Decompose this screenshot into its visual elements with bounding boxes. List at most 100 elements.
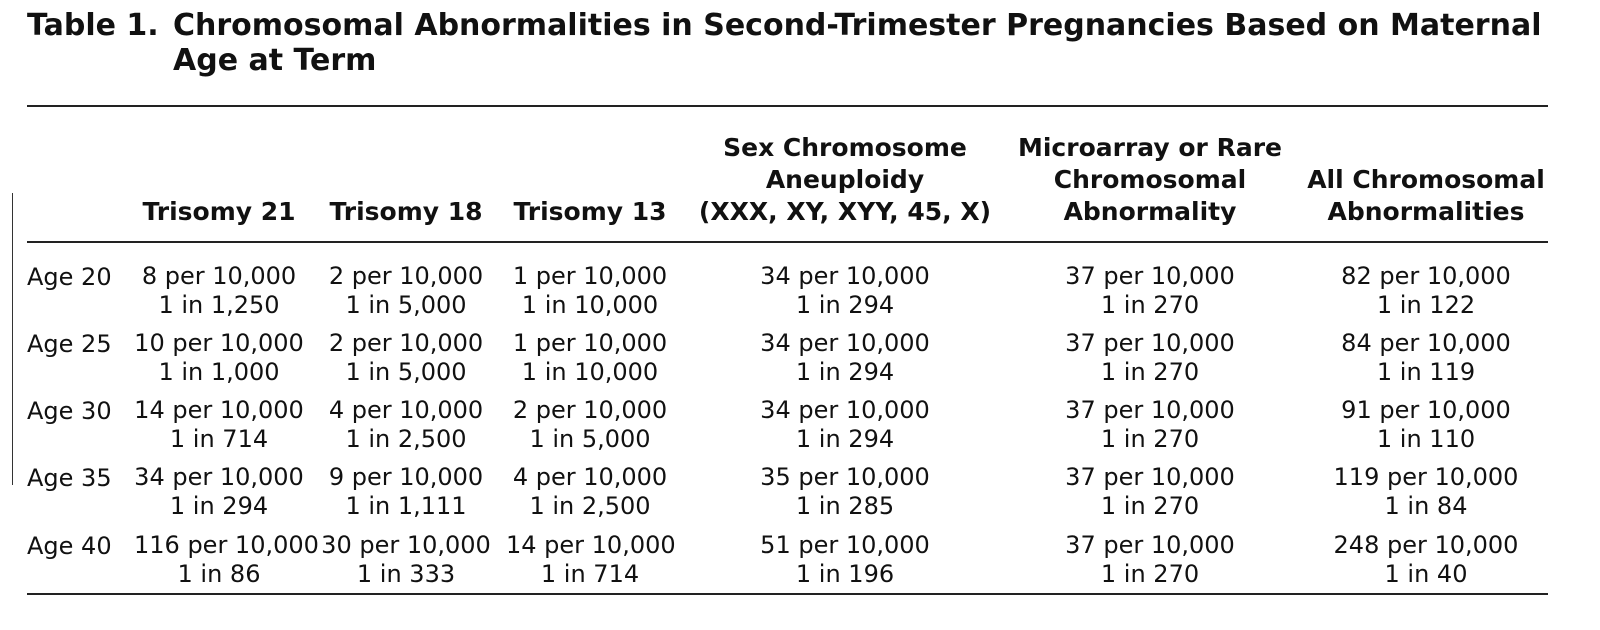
table-row-age-35: Age 35 34 per 10,000 1 in 294 9 per 10,0… [0,463,1600,527]
ratio-value: 1 in 110 [1376,425,1476,453]
column-header-label: All Chromosomal Abnormalities [1307,165,1545,226]
table-cell: 37 per 10,000 1 in 270 [1012,396,1288,454]
ratio-value: 1 in 40 [1384,560,1468,588]
rate-value: 37 per 10,000 [1065,463,1235,491]
rate-value: 34 per 10,000 [760,329,930,357]
table-cell: 119 per 10,000 1 in 84 [1298,463,1554,521]
column-header-label: Trisomy 18 [329,197,483,226]
column-header-label: Trisomy 13 [513,197,667,226]
table-cell: 51 per 10,000 1 in 196 [680,531,1010,589]
table-cell: 34 per 10,000 1 in 294 [680,329,1010,387]
rate-value: 84 per 10,000 [1341,329,1511,357]
ratio-value: 1 in 294 [795,291,895,319]
table-cell: 4 per 10,000 1 in 2,500 [506,463,674,521]
ratio-value: 1 in 285 [795,492,895,520]
table-cell: 9 per 10,000 1 in 1,111 [320,463,492,521]
table-cell: 8 per 10,000 1 in 1,250 [134,262,304,320]
table-row-age-30: Age 30 14 per 10,000 1 in 714 4 per 10,0… [0,396,1600,460]
column-header-microarray-rare: Microarray or Rare Chromosomal Abnormali… [1012,128,1288,228]
table-cell: 14 per 10,000 1 in 714 [134,396,304,454]
rate-value: 1 per 10,000 [512,329,668,357]
rate-value: 14 per 10,000 [134,396,304,424]
ratio-value: 1 in 270 [1100,291,1200,319]
table-row-age-25: Age 25 10 per 10,000 1 in 1,000 2 per 10… [0,329,1600,393]
row-label: Age 30 [27,397,112,425]
ratio-value: 1 in 270 [1100,425,1200,453]
rate-value: 34 per 10,000 [134,463,304,491]
rate-value: 2 per 10,000 [512,396,668,424]
table-cell: 116 per 10,000 1 in 86 [134,531,319,589]
rate-value: 10 per 10,000 [134,329,304,357]
ratio-value: 1 in 714 [540,560,640,588]
rate-value: 37 per 10,000 [1065,329,1235,357]
table-cell: 2 per 10,000 1 in 5,000 [320,262,492,320]
rate-value: 35 per 10,000 [760,463,930,491]
ratio-value: 1 in 5,000 [345,291,467,319]
rate-value: 116 per 10,000 [134,531,319,559]
ratio-value: 1 in 270 [1100,358,1200,386]
ratio-value: 1 in 1,000 [158,358,280,386]
table-cell: 37 per 10,000 1 in 270 [1012,531,1288,589]
ratio-value: 1 in 2,500 [529,492,651,520]
column-header-label: Microarray or Rare Chromosomal Abnormali… [1017,133,1282,226]
rate-value: 2 per 10,000 [328,329,484,357]
rate-value: 91 per 10,000 [1341,396,1511,424]
table-cell: 37 per 10,000 1 in 270 [1012,329,1288,387]
column-header-label: Sex Chromosome Aneuploidy (XXX, XY, XYY,… [698,133,992,226]
table-cell: 2 per 10,000 1 in 5,000 [506,396,674,454]
column-header-trisomy-18: Trisomy 18 [320,128,492,228]
rate-value: 30 per 10,000 [321,531,491,559]
ratio-value: 1 in 270 [1100,560,1200,588]
ratio-value: 1 in 196 [795,560,895,588]
rate-value: 9 per 10,000 [328,463,484,491]
ratio-value: 1 in 10,000 [521,358,659,386]
ratio-value: 1 in 294 [795,358,895,386]
column-header-sex-chromosome-aneuploidy: Sex Chromosome Aneuploidy (XXX, XY, XYY,… [680,128,1010,228]
rate-value: 34 per 10,000 [760,262,930,290]
table-caption-label: Table 1. [27,8,159,43]
rate-value: 4 per 10,000 [328,396,484,424]
row-label: Age 25 [27,330,112,358]
table-row-age-20: Age 20 8 per 10,000 1 in 1,250 2 per 10,… [0,262,1600,326]
ratio-value: 1 in 333 [356,560,456,588]
ratio-value: 1 in 2,500 [345,425,467,453]
rate-value: 4 per 10,000 [512,463,668,491]
row-label: Age 40 [27,532,112,560]
row-label: Age 35 [27,464,112,492]
rate-value: 119 per 10,000 [1333,463,1519,491]
ratio-value: 1 in 119 [1376,358,1476,386]
rate-value: 37 per 10,000 [1065,531,1235,559]
table-cell: 30 per 10,000 1 in 333 [320,531,492,589]
table-cell: 34 per 10,000 1 in 294 [680,262,1010,320]
table-cell: 2 per 10,000 1 in 5,000 [320,329,492,387]
table-cell: 34 per 10,000 1 in 294 [680,396,1010,454]
rate-value: 2 per 10,000 [328,262,484,290]
rate-value: 248 per 10,000 [1333,531,1519,559]
table-cell: 1 per 10,000 1 in 10,000 [506,329,674,387]
rate-value: 14 per 10,000 [506,531,676,559]
table-top-rule [27,105,1548,107]
ratio-value: 1 in 10,000 [521,291,659,319]
row-label: Age 20 [27,263,112,291]
ratio-value: 1 in 122 [1376,291,1476,319]
table-cell: 91 per 10,000 1 in 110 [1298,396,1554,454]
table-cell: 34 per 10,000 1 in 294 [134,463,304,521]
rate-value: 82 per 10,000 [1341,262,1511,290]
ratio-value: 1 in 5,000 [529,425,651,453]
table-cell: 4 per 10,000 1 in 2,500 [320,396,492,454]
table-cell: 37 per 10,000 1 in 270 [1012,463,1288,521]
table-header-rule [27,241,1548,243]
table-caption: Table 1. Chromosomal Abnormalities in Se… [27,8,1572,78]
table-cell: 248 per 10,000 1 in 40 [1298,531,1554,589]
ratio-value: 1 in 86 [177,560,261,588]
ratio-value: 1 in 294 [169,492,269,520]
column-header-label: Trisomy 21 [142,197,296,226]
table-cell: 35 per 10,000 1 in 285 [680,463,1010,521]
page-edge-line [12,193,13,485]
rate-value: 34 per 10,000 [760,396,930,424]
ratio-value: 1 in 5,000 [345,358,467,386]
table-row-age-40: Age 40 116 per 10,000 1 in 86 30 per 10,… [0,531,1600,595]
table-bottom-rule [27,593,1548,595]
ratio-value: 1 in 84 [1384,492,1468,520]
ratio-value: 1 in 270 [1100,492,1200,520]
